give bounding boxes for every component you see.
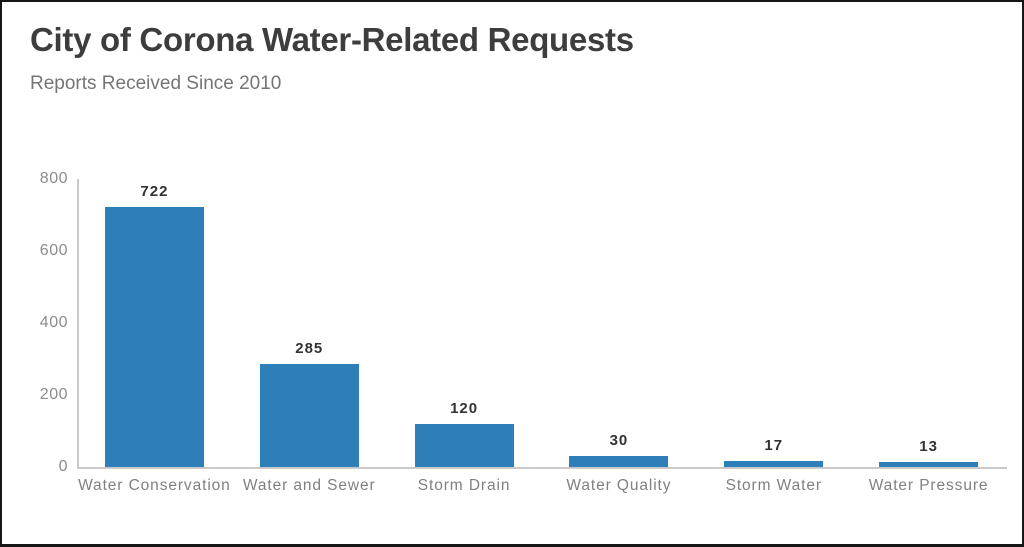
chart-subtitle: Reports Received Since 2010 bbox=[30, 73, 282, 94]
bar-value-label: 30 bbox=[609, 432, 629, 450]
bar[interactable] bbox=[724, 460, 824, 467]
bar[interactable] bbox=[414, 423, 514, 467]
y-tick-label: 800 bbox=[39, 170, 68, 187]
bar-value-label: 17 bbox=[764, 436, 784, 454]
bar-value-label: 13 bbox=[919, 438, 938, 456]
bar[interactable] bbox=[569, 456, 669, 467]
y-tick-label: 600 bbox=[39, 242, 68, 259]
y-tick-label: 0 bbox=[58, 458, 68, 475]
x-category-label: Water Quality bbox=[566, 477, 672, 494]
bar-value-label: 120 bbox=[450, 399, 479, 417]
x-category-label: Water and Sewer bbox=[242, 477, 376, 494]
x-category-label: Water Conservation bbox=[78, 477, 231, 494]
x-category-label: Storm Drain bbox=[417, 477, 511, 494]
y-tick-label: 200 bbox=[39, 386, 68, 403]
chart-header: City of Corona Water-Related Requests Re… bbox=[30, 20, 634, 95]
bar[interactable] bbox=[259, 364, 359, 467]
x-axis-line bbox=[77, 467, 1007, 469]
chart-title: City of Corona Water-Related Requests bbox=[30, 21, 634, 58]
bar[interactable] bbox=[104, 207, 204, 467]
y-axis-line bbox=[77, 179, 79, 467]
x-category-label: Water Pressure bbox=[868, 477, 989, 494]
bar[interactable] bbox=[879, 462, 979, 467]
bar-value-label: 722 bbox=[140, 183, 169, 201]
bar-value-label: 285 bbox=[295, 340, 324, 358]
x-category-label: Storm Water bbox=[725, 477, 822, 494]
y-tick-label: 400 bbox=[39, 314, 68, 331]
